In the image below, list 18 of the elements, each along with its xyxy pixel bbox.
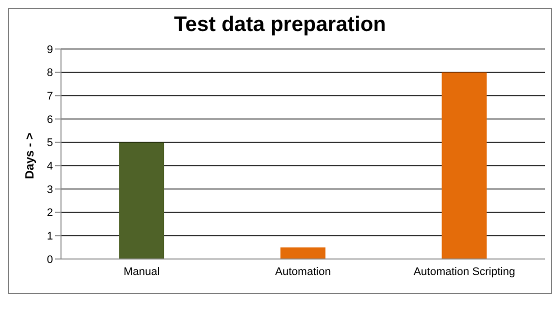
y-axis-title: Days - >	[22, 132, 36, 179]
y-tick-label: 8	[46, 67, 53, 80]
y-tick-label: 6	[46, 114, 53, 126]
y-tick-label: 4	[46, 160, 53, 173]
x-tick-label: Manual	[124, 266, 160, 278]
y-tick-label: 5	[46, 137, 53, 150]
y-tick-label: 7	[46, 90, 53, 103]
y-tick-label: 3	[46, 184, 53, 196]
bar	[280, 247, 326, 259]
y-tick-label: 9	[46, 44, 53, 56]
y-tick-label: 0	[46, 254, 53, 266]
bar	[119, 142, 164, 259]
bar	[442, 72, 487, 259]
x-tick-label: Automation Scripting	[414, 266, 516, 278]
y-tick-label: 1	[46, 230, 53, 243]
y-tick-label: 2	[46, 207, 53, 220]
x-tick-label: Automation	[275, 266, 331, 278]
chart-title: Test data preparation	[173, 13, 387, 38]
